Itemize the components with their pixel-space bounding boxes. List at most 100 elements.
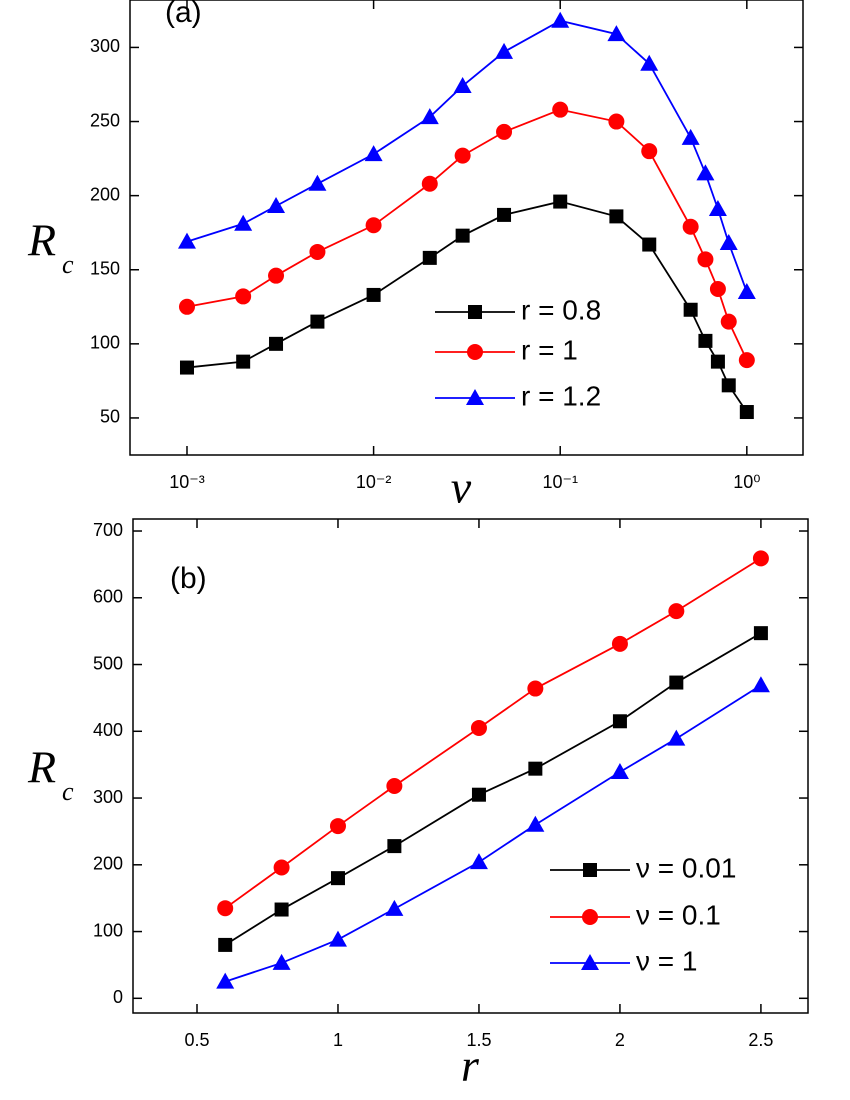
marker <box>364 145 383 162</box>
marker <box>386 778 403 795</box>
series-line <box>224 684 762 983</box>
y-tick-label: 200 <box>90 184 120 204</box>
marker <box>610 763 629 780</box>
marker <box>496 123 513 140</box>
y-tick-label: 100 <box>90 333 120 353</box>
marker <box>753 626 768 641</box>
marker <box>455 228 470 243</box>
marker <box>551 11 570 28</box>
marker <box>454 147 471 164</box>
panel-label: (b) <box>170 562 207 595</box>
marker <box>272 953 291 970</box>
legend-marker <box>582 909 598 925</box>
x-axis-label: ν <box>451 462 472 513</box>
marker <box>681 128 700 145</box>
marker <box>218 937 233 952</box>
legend-marker <box>468 305 482 319</box>
y-tick-label: 50 <box>100 407 120 427</box>
legend-label: ν = 1 <box>636 945 697 976</box>
x-tick-label: 10⁻³ <box>169 472 205 492</box>
marker <box>609 209 624 224</box>
marker <box>216 972 235 989</box>
legend-marker <box>467 344 483 360</box>
marker <box>739 405 754 420</box>
marker <box>267 197 286 214</box>
series-line <box>186 19 748 293</box>
marker <box>642 237 657 252</box>
marker <box>721 378 736 393</box>
series-line <box>186 200 748 413</box>
marker <box>719 234 738 251</box>
marker <box>497 207 512 222</box>
marker <box>365 217 382 234</box>
marker <box>330 871 345 886</box>
marker <box>708 199 727 216</box>
y-tick-label: 150 <box>90 258 120 278</box>
marker <box>640 54 659 71</box>
marker <box>470 719 487 736</box>
x-tick-label: 2.5 <box>748 1030 773 1050</box>
x-tick-label: 0.5 <box>184 1030 209 1050</box>
marker <box>611 635 628 652</box>
legend-label: r = 0.8 <box>521 294 601 325</box>
y-tick-label: 250 <box>90 110 120 130</box>
marker <box>274 902 289 917</box>
x-tick-label: 1.5 <box>466 1030 491 1050</box>
marker <box>420 108 439 125</box>
marker <box>273 859 290 876</box>
y-tick-label: 200 <box>93 854 123 874</box>
x-axis-label: r <box>461 1040 480 1091</box>
marker <box>709 281 726 298</box>
legend-marker <box>466 389 484 405</box>
marker <box>269 336 284 351</box>
y-tick-label: 700 <box>93 520 123 540</box>
marker <box>682 218 699 235</box>
marker <box>710 354 725 369</box>
marker <box>177 232 196 249</box>
marker <box>217 900 234 917</box>
marker <box>235 288 252 305</box>
legend-label: ν = 0.1 <box>636 899 721 930</box>
marker <box>179 360 194 375</box>
marker <box>683 302 698 317</box>
plot-frame <box>129 0 804 456</box>
marker <box>471 787 486 802</box>
x-tick-label: 1 <box>333 1030 343 1050</box>
series-line <box>186 108 748 361</box>
marker <box>752 550 769 567</box>
marker <box>385 899 404 916</box>
legend-label: ν = 0.01 <box>636 852 736 883</box>
marker <box>641 143 658 160</box>
y-tick-label: 400 <box>93 720 123 740</box>
marker <box>329 818 346 835</box>
marker <box>552 101 569 118</box>
marker <box>737 282 756 299</box>
marker <box>669 675 684 690</box>
marker <box>328 930 347 947</box>
y-tick-label: 600 <box>93 587 123 607</box>
legend-label: r = 1 <box>521 334 578 365</box>
marker <box>751 676 770 693</box>
x-tick-label: 10⁻¹ <box>542 472 578 492</box>
y-tick-label: 300 <box>93 787 123 807</box>
marker <box>422 250 437 265</box>
legend-marker <box>581 954 599 970</box>
marker <box>738 352 755 369</box>
marker <box>387 839 402 854</box>
marker <box>667 729 686 746</box>
marker <box>720 313 737 330</box>
panel-label: (a) <box>165 0 202 29</box>
plot-frame <box>132 518 809 1014</box>
marker <box>526 815 545 832</box>
x-tick-label: 10⁰ <box>733 472 760 492</box>
marker <box>453 76 472 93</box>
marker <box>234 214 253 231</box>
legend-label: r = 1.2 <box>521 380 601 411</box>
x-tick-label: 2 <box>615 1030 625 1050</box>
marker <box>527 680 544 697</box>
y-tick-label: 100 <box>93 920 123 940</box>
y-axis-label: R <box>27 742 56 793</box>
marker <box>469 853 488 870</box>
marker <box>696 164 715 181</box>
marker <box>668 603 685 620</box>
